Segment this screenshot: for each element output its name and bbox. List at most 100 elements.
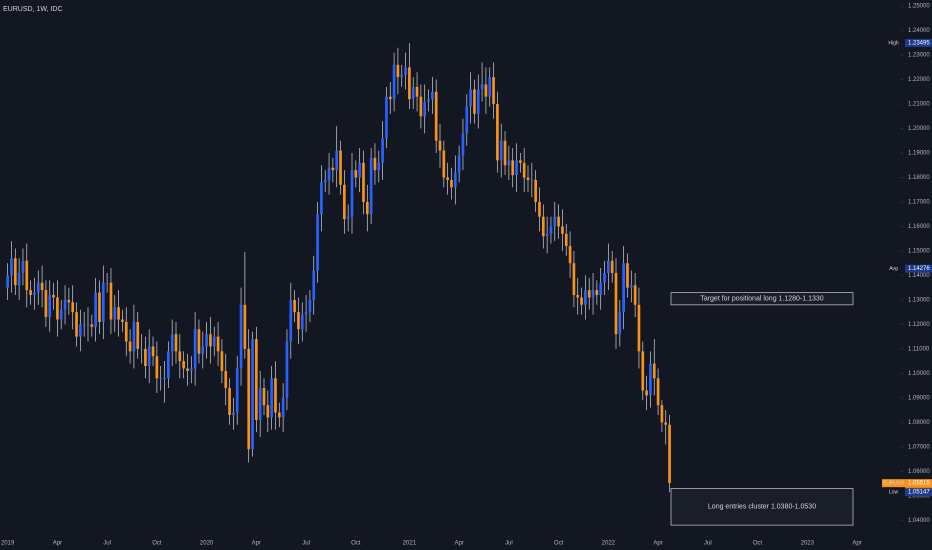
y-tick-label: 1.22000	[908, 77, 930, 83]
candle-body	[534, 179, 537, 202]
price-tag-name-text: Low	[889, 489, 899, 495]
candle-body	[607, 260, 610, 273]
candle-body	[121, 319, 124, 322]
candle-body	[239, 304, 243, 369]
candle-body	[266, 405, 270, 418]
y-tick-label: 1.08000	[908, 420, 930, 426]
candle-body	[308, 299, 312, 313]
candle-body	[17, 272, 21, 286]
candle-body	[297, 312, 300, 330]
zone-box	[670, 292, 854, 306]
candle-body	[327, 167, 331, 180]
candle-body	[105, 282, 109, 284]
x-tick-label: Jul	[704, 541, 712, 547]
candle-body	[622, 263, 625, 313]
candle-body	[423, 101, 427, 117]
candle-body	[561, 226, 564, 234]
candle-body	[519, 160, 522, 163]
candle-body	[59, 309, 63, 320]
candle-body	[503, 140, 507, 166]
candle-body	[362, 162, 365, 202]
candle-body	[25, 260, 29, 291]
candle-body	[86, 324, 90, 326]
candle-body	[457, 155, 461, 173]
candle-body	[189, 368, 193, 371]
x-tick-label: 2022	[602, 541, 616, 547]
candle-body	[411, 86, 415, 100]
candle-body	[235, 368, 239, 413]
candle-body	[603, 272, 606, 283]
candle-body	[557, 216, 560, 227]
candle-body	[377, 162, 381, 171]
candle-body	[484, 84, 488, 97]
candle-body	[343, 184, 346, 220]
price-tag	[905, 488, 932, 497]
candle-body	[580, 297, 583, 305]
y-tick-label: 1.24000	[908, 28, 930, 34]
candle-body	[90, 324, 94, 327]
candle-body	[170, 334, 174, 352]
price-tag-name	[882, 479, 905, 488]
candle-body	[220, 351, 224, 371]
candle-body	[75, 312, 78, 337]
y-tick-label: 1.17000	[908, 200, 930, 206]
x-tick-label: Jul	[302, 541, 310, 547]
candle-body	[358, 162, 361, 178]
candle-body	[369, 157, 373, 215]
y-tick-label: 1.21000	[908, 102, 930, 108]
zone-label: Long entries cluster 1.0380-1.0530	[708, 504, 816, 511]
candle-body	[664, 422, 668, 425]
candle-body	[255, 339, 258, 420]
candle-body	[427, 99, 430, 102]
y-tick-label: 1.25000	[908, 4, 930, 10]
candle-body	[595, 290, 599, 296]
candle-body	[312, 270, 316, 300]
candle-body	[381, 138, 384, 163]
candle-body	[515, 160, 518, 176]
candle-body	[645, 390, 648, 396]
y-tick-label: 1.12000	[908, 322, 930, 328]
candle-body	[40, 282, 44, 291]
candle-body	[591, 290, 595, 298]
price-tag-text: 1.14276	[908, 266, 930, 272]
candle-body	[281, 397, 285, 418]
candle-body	[522, 162, 526, 178]
candle-body	[385, 96, 388, 139]
candle-body	[289, 299, 293, 342]
price-tag-name-text: Avg	[889, 266, 898, 272]
candle-body	[247, 348, 251, 450]
candle-body	[21, 260, 25, 273]
candle-body	[465, 106, 469, 134]
price-tag	[905, 479, 932, 488]
candle-body	[461, 133, 465, 156]
candle-body	[124, 321, 128, 342]
y-tick-label: 1.07000	[908, 444, 930, 450]
candle-body	[94, 292, 97, 327]
candle-body	[163, 378, 166, 380]
candle-body	[400, 74, 404, 78]
candle-body	[637, 304, 641, 352]
candle-body	[224, 370, 228, 389]
x-tick-label: Oct	[152, 541, 162, 547]
candle-body	[262, 388, 266, 406]
candle-body	[526, 177, 530, 180]
candle-body	[147, 346, 151, 367]
x-tick-label: Oct	[753, 541, 763, 547]
price-tag-name	[882, 488, 905, 497]
candle-body	[388, 96, 392, 100]
candle-body	[63, 299, 67, 310]
candle-body	[178, 351, 182, 362]
zone-box	[670, 488, 854, 526]
candle-body	[614, 272, 618, 335]
candle-body	[392, 64, 396, 100]
x-tick-label: Jul	[103, 541, 111, 547]
candle-body	[258, 388, 262, 420]
candle-body	[36, 282, 40, 293]
y-tick-label: 1.20000	[908, 126, 930, 132]
candle-body	[633, 285, 637, 305]
candle-body	[109, 282, 113, 320]
y-tick-label: 1.19000	[908, 151, 930, 157]
candle-body	[101, 282, 105, 322]
candle-body	[626, 263, 629, 288]
